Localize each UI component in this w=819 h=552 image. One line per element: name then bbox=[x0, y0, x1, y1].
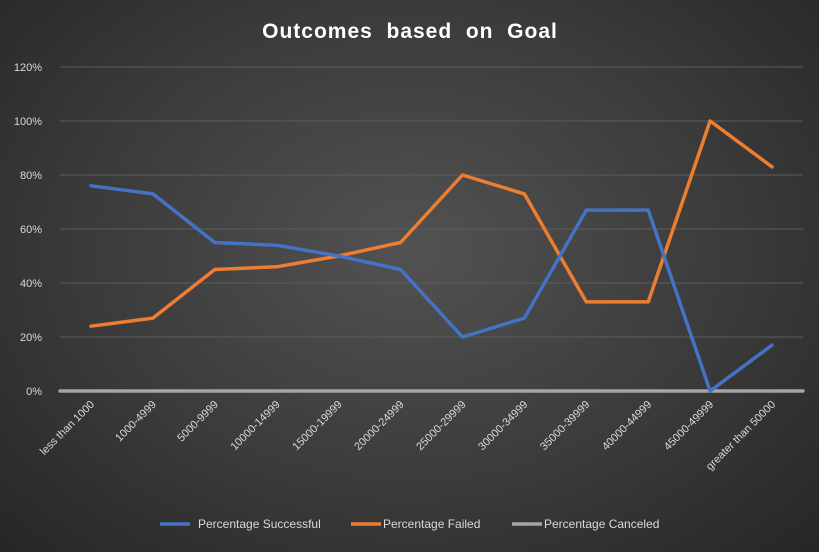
x-tick-label: less than 1000 bbox=[38, 399, 97, 458]
legend-label: Percentage Failed bbox=[383, 517, 480, 531]
x-tick-label: 1000-4999 bbox=[113, 399, 159, 445]
y-tick-label: 0% bbox=[26, 386, 42, 398]
chart-title: Outcomes based on Goal bbox=[262, 20, 558, 43]
x-tick-label: 35000-39999 bbox=[538, 399, 592, 453]
x-axis-ticks: less than 1000 1000-4999 5000-9999 10000-14… bbox=[38, 399, 778, 473]
x-tick-label: 40000-44999 bbox=[600, 399, 654, 453]
legend: Percentage Successful Percentage Failed Pe… bbox=[160, 517, 659, 531]
gridlines bbox=[60, 66, 803, 392]
x-tick-label: 10000-14999 bbox=[228, 399, 282, 453]
y-tick-label: 120% bbox=[14, 62, 42, 74]
y-tick-label: 80% bbox=[20, 170, 42, 182]
x-tick-label: 25000-29999 bbox=[414, 399, 468, 453]
series-lines bbox=[58, 119, 805, 393]
series-line-percentage-successful bbox=[89, 184, 774, 393]
legend-label: Percentage Successful bbox=[198, 517, 321, 531]
y-tick-label: 100% bbox=[14, 116, 42, 128]
series-line-percentage-failed bbox=[89, 119, 774, 328]
x-tick-label: 5000-9999 bbox=[175, 399, 221, 445]
y-tick-label: 20% bbox=[20, 332, 42, 344]
x-tick-label: greater than 50000 bbox=[704, 399, 778, 473]
y-tick-label: 60% bbox=[20, 224, 42, 236]
x-tick-label: 15000-19999 bbox=[290, 399, 344, 453]
x-tick-label: 30000-34999 bbox=[476, 399, 530, 453]
legend-label: Percentage Canceled bbox=[544, 517, 659, 531]
x-tick-label: 45000-49999 bbox=[662, 399, 716, 453]
x-tick-label: 20000-24999 bbox=[352, 399, 406, 453]
y-axis-ticks: 0% 20% 40% 60% 80% 100% 120% bbox=[14, 62, 42, 398]
y-tick-label: 40% bbox=[20, 278, 42, 290]
